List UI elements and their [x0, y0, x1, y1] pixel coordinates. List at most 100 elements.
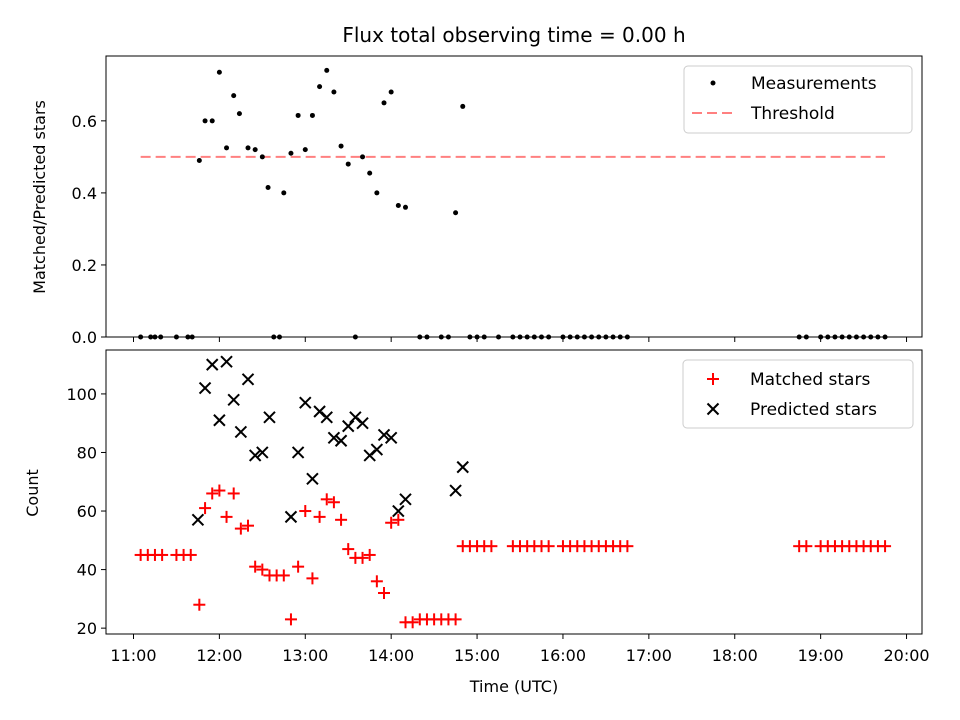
x-tick-label: 13:00 — [282, 646, 328, 665]
measurement-point — [302, 147, 308, 153]
measurement-point — [259, 154, 265, 160]
x-tick-label: 17:00 — [626, 646, 672, 665]
chart-title: Flux total observing time = 0.00 h — [342, 23, 685, 47]
x-tick-label: 15:00 — [454, 646, 500, 665]
legend-cross-glyph — [706, 402, 720, 416]
matched-star-point — [299, 505, 312, 518]
matched-star-point — [284, 613, 297, 626]
matched-star-point — [378, 587, 391, 600]
predicted-star-point — [206, 358, 219, 371]
matched-star-point — [206, 487, 219, 500]
count-plot-frame — [105, 349, 923, 635]
matched-star-points — [134, 484, 892, 629]
measurement-point — [345, 161, 351, 167]
x-tick-label: 11:00 — [110, 646, 156, 665]
predicted-star-point — [356, 416, 369, 430]
matched-star-point — [156, 548, 169, 561]
matched-star-point — [242, 519, 255, 532]
measurement-point — [388, 89, 394, 95]
measurement-point — [309, 112, 315, 118]
predicted-star-point — [248, 449, 262, 462]
predicted-star-point — [306, 472, 319, 486]
legend-measurements-label: Measurements — [751, 74, 877, 94]
matched-star-point — [213, 484, 226, 497]
predicted-star-point — [256, 446, 269, 459]
matched-star-point — [370, 575, 383, 588]
matched-star-point — [485, 540, 498, 553]
matched-star-point — [234, 522, 247, 535]
matched-star-point — [193, 598, 206, 611]
matched-star-point — [227, 487, 240, 500]
matched-star-point — [449, 613, 462, 626]
measurement-point — [224, 145, 230, 151]
legend-measurement-marker — [710, 80, 716, 86]
measurement-point — [402, 204, 408, 210]
matched-star-point — [184, 548, 197, 561]
count-y-axis-label: Count — [23, 469, 42, 517]
measurement-point — [324, 67, 330, 73]
y-tick-label: 0.4 — [72, 184, 97, 203]
predicted-star-point — [299, 396, 312, 409]
matched-star-point — [342, 543, 355, 556]
matched-star-point — [335, 513, 348, 526]
x-tick-label: 12:00 — [196, 646, 242, 665]
x-tick-label: 16:00 — [540, 646, 586, 665]
legend-predicted-marker — [706, 402, 720, 416]
predicted-star-point — [191, 513, 205, 527]
legend-predicted-label: Predicted stars — [750, 400, 877, 420]
matched-star-point — [256, 563, 269, 576]
matched-star-point — [356, 551, 369, 564]
measurement-point — [202, 118, 208, 124]
measurement-point — [395, 203, 401, 209]
matched-star-point — [220, 510, 233, 523]
predicted-star-point — [198, 381, 212, 395]
x-tick-label: 14:00 — [368, 646, 414, 665]
matched-star-point — [313, 510, 326, 523]
measurement-point — [216, 69, 222, 75]
y-tick-label: 0.6 — [72, 112, 97, 131]
predicted-star-point — [213, 414, 226, 427]
predicted-star-point — [399, 493, 412, 506]
measurement-point — [209, 118, 215, 124]
ratio-legend: Measurements Threshold — [683, 65, 913, 134]
matched-star-point — [800, 540, 813, 553]
predicted-star-point — [327, 431, 341, 445]
matched-star-point — [199, 502, 212, 515]
predicted-star-point — [449, 484, 462, 497]
measurement-point — [281, 190, 287, 196]
x-tick-label: 20:00 — [883, 646, 929, 665]
matched-star-point — [320, 493, 333, 506]
matched-star-point — [277, 569, 290, 582]
predicted-star-point — [227, 393, 240, 406]
measurement-point — [338, 143, 344, 149]
y-tick-label: 0.0 — [72, 328, 97, 347]
predicted-star-point — [334, 434, 348, 447]
measurement-point — [252, 147, 258, 153]
matched-star-point — [385, 516, 398, 529]
predicted-star-point — [220, 355, 233, 368]
y-tick-label: 20 — [77, 619, 97, 638]
matched-star-point — [621, 540, 634, 553]
measurement-point — [381, 100, 387, 106]
predicted-star-point — [234, 425, 248, 439]
matched-star-point — [392, 513, 405, 526]
predicted-star-point — [456, 460, 469, 474]
y-tick-label: 60 — [77, 502, 97, 521]
y-tick-label: 40 — [77, 561, 97, 580]
legend-matched-label: Matched stars — [750, 370, 870, 390]
predicted-star-point — [377, 428, 391, 442]
ratio-panel: 0.0 0.2 0.4 0.6 Matched/Predicted stars Mea… — [30, 55, 923, 347]
measurement-point — [360, 154, 366, 160]
predicted-star-point — [384, 431, 398, 445]
measurement-point — [453, 210, 459, 216]
matched-star-point — [292, 560, 305, 573]
x-axis-label: Time (UTC) — [469, 677, 558, 696]
matched-star-point — [249, 560, 262, 573]
matched-star-point — [306, 572, 319, 585]
predicted-star-points — [191, 355, 469, 527]
x-tick-label: 19:00 — [798, 646, 844, 665]
matched-star-point — [406, 616, 419, 629]
predicted-star-point — [291, 446, 305, 459]
legend-threshold-label: Threshold — [750, 104, 835, 124]
